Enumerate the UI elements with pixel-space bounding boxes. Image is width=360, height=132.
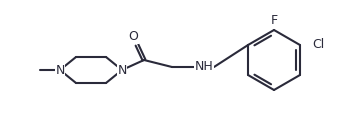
Text: NH: NH [195, 60, 213, 74]
Text: N: N [55, 63, 65, 77]
Text: N: N [117, 63, 127, 77]
Text: O: O [128, 30, 138, 44]
Text: F: F [270, 13, 278, 27]
Text: Cl: Cl [312, 39, 324, 51]
